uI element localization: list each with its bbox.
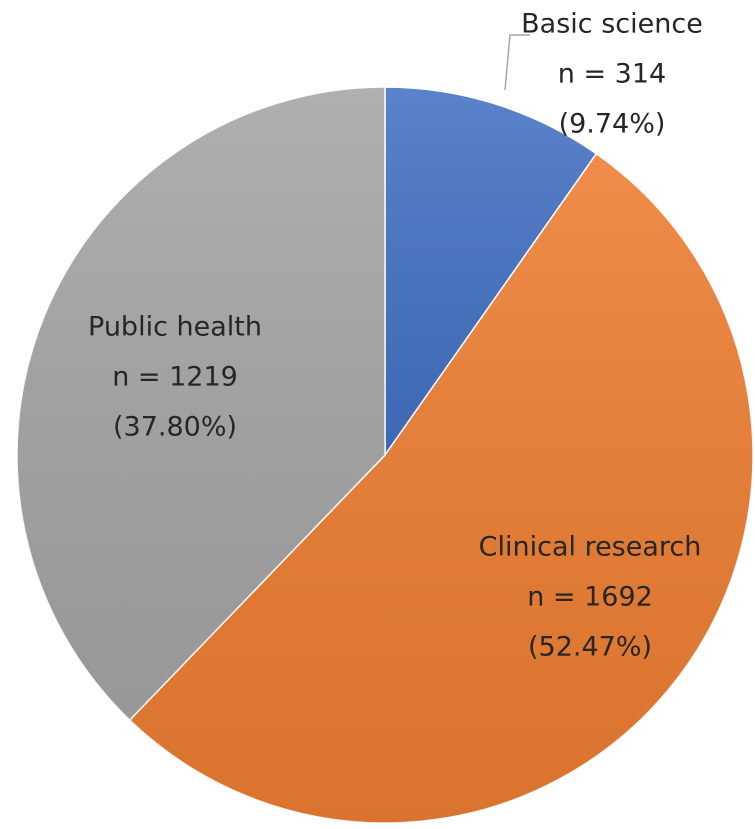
value-label: n = 1219	[112, 362, 238, 393]
leader-line	[504, 34, 530, 91]
slice-label: Clinical research	[479, 532, 702, 563]
percent-label: (9.74%)	[559, 109, 666, 140]
percent-label: (37.80%)	[113, 412, 237, 443]
percent-label: (52.47%)	[528, 632, 652, 663]
value-label: n = 314	[558, 59, 666, 90]
slice-label: Public health	[88, 312, 262, 343]
value-label: n = 1692	[527, 582, 653, 613]
slice-label: Basic science	[521, 9, 703, 40]
